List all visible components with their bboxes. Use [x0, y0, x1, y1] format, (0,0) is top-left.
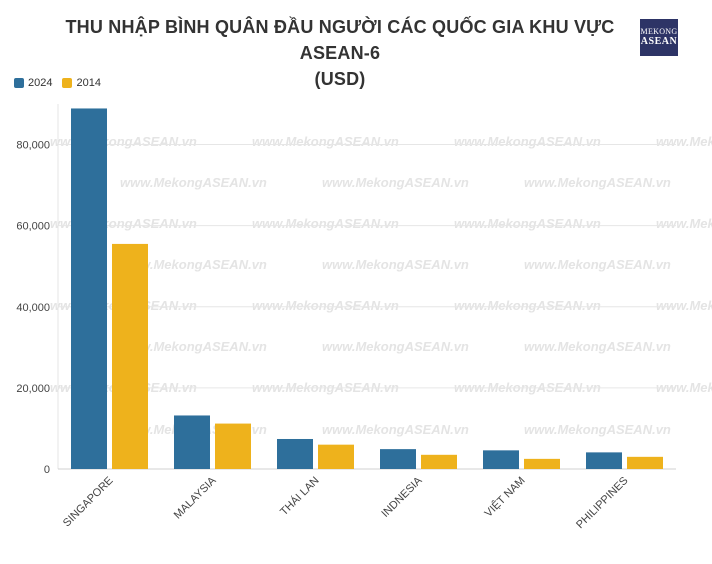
bar-2024-singapore: [71, 108, 107, 469]
watermark-text: www.MekongASEAN.vn: [120, 339, 267, 354]
watermark-text: www.MekongASEAN.vn: [524, 175, 671, 190]
bar-2014-singapore: [112, 243, 148, 469]
x-axis: SINGAPORE MALAYSIA THÁI LAN INDNESIA VIỆT NA…: [61, 474, 631, 531]
legend-label-2024: 2024: [28, 77, 53, 89]
watermark-text: www.MekongASEAN.vn: [120, 175, 267, 190]
watermark-text: www.MekongASEAN.vn: [524, 339, 671, 354]
watermark-text: www.MekongASEAN.vn: [454, 298, 601, 313]
watermark-text: www.MekongASEAN.vn: [656, 298, 712, 313]
watermark-text: www.MekongASEAN.vn: [454, 216, 601, 231]
watermark-text: www.MekongASEAN.vn: [120, 257, 267, 272]
bar-2014-malaysia: [215, 423, 251, 469]
grid-lines: [57, 104, 676, 470]
watermark-text: www.MekongASEAN.vn: [322, 175, 469, 190]
watermark-text: www.MekongASEAN.vn: [656, 134, 712, 149]
watermark-text: www.MekongASEAN.vn: [322, 422, 469, 437]
bar-2024-malaysia: [174, 415, 210, 469]
chart-title-line-1: THU NHẬP BÌNH QUÂN ĐẦU NGƯỜI CÁC QUỐC GI…: [65, 17, 615, 63]
legend-item-2024[interactable]: 2024: [14, 77, 52, 89]
watermark-text: www.MekongASEAN.vn: [656, 216, 712, 231]
watermark-text: www.MekongASEAN.vn: [252, 298, 399, 313]
mekong-asean-logo: MEKONG ASEAN: [640, 19, 678, 56]
x-category-label: PHILIPPINES: [574, 475, 630, 531]
y-tick-label: 0: [44, 464, 50, 476]
watermark-text: www.MekongASEAN.vn: [454, 134, 601, 149]
bar-2024-philippines: [586, 452, 622, 469]
bar-2024-thái-lan: [277, 438, 313, 469]
watermark-layer: www.MekongASEAN.vn www.MekongASEAN.vn www.…: [50, 134, 712, 437]
y-tick-label: 80,000: [16, 140, 50, 152]
legend: 2024 2014: [14, 77, 101, 89]
bar-2024-việt-nam: [483, 450, 519, 469]
logo-line-2: ASEAN: [640, 36, 678, 47]
legend-swatch-2014: [62, 78, 73, 88]
x-category-label: INDNESIA: [379, 474, 425, 520]
x-category-label: MALAYSIA: [172, 474, 219, 521]
bars: [71, 108, 663, 469]
watermark-text: www.MekongASEAN.vn: [524, 257, 671, 272]
bar-2014-indnesia: [421, 454, 457, 469]
bar-2024-indnesia: [380, 449, 416, 469]
watermark-text: www.MekongASEAN.vn: [656, 380, 712, 395]
x-category-label: VIỆT NAM: [482, 474, 528, 520]
legend-item-2014[interactable]: 2014: [62, 77, 101, 89]
y-tick-label: 40,000: [16, 302, 50, 314]
y-tick-label: 60,000: [16, 221, 50, 233]
watermark-text: www.MekongASEAN.vn: [252, 134, 399, 149]
chart-title: THU NHẬP BÌNH QUÂN ĐẦU NGƯỜI CÁC QUỐC GI…: [40, 14, 640, 92]
bar-2014-việt-nam: [524, 458, 560, 469]
y-axis: 0 20,000 40,000 60,000 80,000: [16, 140, 50, 476]
logo-line-1: MEKONG: [640, 27, 678, 36]
legend-swatch-2024: [14, 78, 24, 88]
watermark-text: www.MekongASEAN.vn: [322, 339, 469, 354]
watermark-text: www.MekongASEAN.vn: [524, 422, 671, 437]
legend-label-2014: 2014: [76, 77, 101, 89]
watermark-text: www.MekongASEAN.vn: [252, 216, 399, 231]
chart-title-line-2: (USD): [314, 69, 366, 89]
bar-2014-thái-lan: [318, 444, 354, 469]
x-category-label: THÁI LAN: [277, 474, 321, 518]
watermark-text: www.MekongASEAN.vn: [322, 257, 469, 272]
x-category-label: SINGAPORE: [61, 475, 116, 530]
y-tick-label: 20,000: [16, 383, 50, 395]
bar-2014-philippines: [627, 456, 663, 469]
